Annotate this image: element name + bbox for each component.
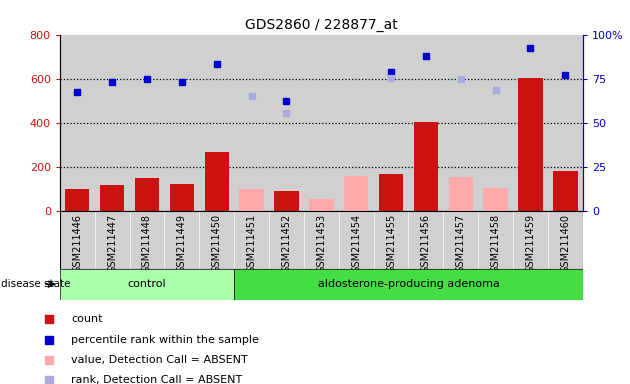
Text: GSM211455: GSM211455 bbox=[386, 214, 396, 273]
Bar bbox=[304, 211, 339, 269]
Bar bbox=[478, 211, 513, 269]
Bar bbox=[135, 178, 159, 211]
Bar bbox=[339, 35, 374, 211]
Bar bbox=[478, 35, 513, 211]
Text: aldosterone-producing adenoma: aldosterone-producing adenoma bbox=[318, 279, 500, 289]
Bar bbox=[60, 269, 234, 300]
Bar bbox=[205, 152, 229, 211]
Bar bbox=[513, 211, 548, 269]
Bar bbox=[60, 211, 94, 269]
Bar bbox=[339, 211, 374, 269]
Text: GSM211460: GSM211460 bbox=[560, 214, 570, 273]
Bar bbox=[60, 35, 94, 211]
Bar bbox=[344, 176, 369, 211]
Bar bbox=[309, 199, 333, 211]
Bar bbox=[199, 35, 234, 211]
Bar bbox=[274, 191, 299, 211]
Bar bbox=[164, 35, 199, 211]
Bar bbox=[408, 35, 444, 211]
Bar bbox=[234, 35, 269, 211]
Bar bbox=[304, 35, 339, 211]
Bar bbox=[199, 211, 234, 269]
Bar bbox=[94, 35, 130, 211]
Text: value, Detection Call = ABSENT: value, Detection Call = ABSENT bbox=[71, 355, 248, 365]
Bar bbox=[269, 35, 304, 211]
Bar bbox=[548, 35, 583, 211]
Bar bbox=[130, 35, 164, 211]
Bar bbox=[239, 189, 264, 211]
Bar bbox=[374, 211, 408, 269]
Bar bbox=[130, 211, 164, 269]
Bar bbox=[65, 189, 89, 211]
Bar bbox=[444, 35, 478, 211]
Text: rank, Detection Call = ABSENT: rank, Detection Call = ABSENT bbox=[71, 375, 243, 384]
Text: GSM211446: GSM211446 bbox=[72, 214, 83, 273]
Bar bbox=[269, 211, 304, 269]
Text: count: count bbox=[71, 314, 103, 324]
Text: GSM211447: GSM211447 bbox=[107, 214, 117, 273]
Text: percentile rank within the sample: percentile rank within the sample bbox=[71, 334, 259, 345]
Text: GSM211458: GSM211458 bbox=[491, 214, 501, 273]
Text: GSM211453: GSM211453 bbox=[316, 214, 326, 273]
Bar bbox=[94, 211, 130, 269]
Text: GSM211452: GSM211452 bbox=[282, 214, 292, 273]
Bar bbox=[164, 211, 199, 269]
Text: disease state: disease state bbox=[1, 279, 70, 289]
Bar bbox=[408, 211, 444, 269]
Bar bbox=[234, 211, 269, 269]
Title: GDS2860 / 228877_at: GDS2860 / 228877_at bbox=[245, 18, 398, 32]
Text: GSM211451: GSM211451 bbox=[246, 214, 256, 273]
Bar bbox=[100, 185, 124, 211]
Bar bbox=[234, 269, 583, 300]
Text: GSM211454: GSM211454 bbox=[351, 214, 361, 273]
Bar bbox=[518, 78, 542, 211]
Bar bbox=[414, 122, 438, 211]
Bar bbox=[169, 184, 194, 211]
Text: GSM211450: GSM211450 bbox=[212, 214, 222, 273]
Bar bbox=[513, 35, 548, 211]
Text: GSM211459: GSM211459 bbox=[525, 214, 536, 273]
Bar bbox=[444, 211, 478, 269]
Text: GSM211456: GSM211456 bbox=[421, 214, 431, 273]
Bar bbox=[553, 172, 578, 211]
Text: GSM211449: GSM211449 bbox=[177, 214, 187, 273]
Bar bbox=[379, 174, 403, 211]
Text: control: control bbox=[128, 279, 166, 289]
Text: GSM211457: GSM211457 bbox=[455, 214, 466, 273]
Bar bbox=[374, 35, 408, 211]
Bar bbox=[449, 177, 473, 211]
Text: GSM211448: GSM211448 bbox=[142, 214, 152, 273]
Bar bbox=[483, 188, 508, 211]
Bar bbox=[548, 211, 583, 269]
